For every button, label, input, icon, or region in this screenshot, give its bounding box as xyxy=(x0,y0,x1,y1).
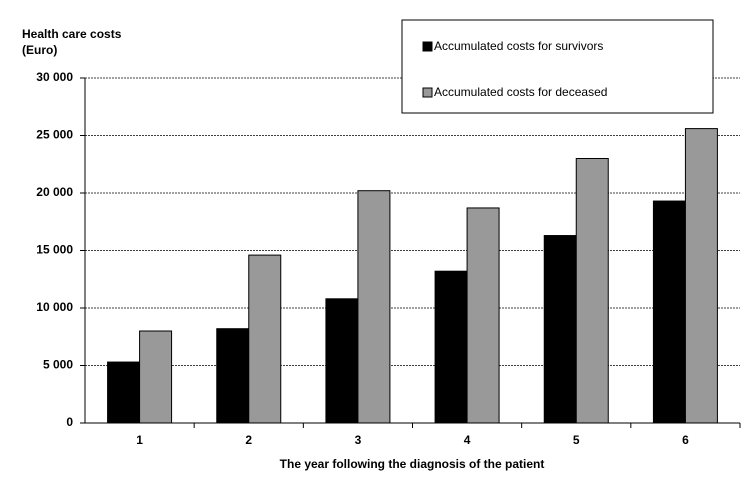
x-tick-label: 5 xyxy=(573,433,580,447)
bar xyxy=(684,128,718,424)
bar xyxy=(575,158,609,424)
y-tick-label: 0 xyxy=(66,415,73,429)
bar xyxy=(325,298,359,424)
legend-swatch xyxy=(422,87,433,98)
y-tick-label: 25 000 xyxy=(36,128,73,142)
legend-swatch xyxy=(422,41,433,52)
x-axis-title: The year following the diagnosis of the … xyxy=(280,457,545,471)
y-tick-label: 15 000 xyxy=(36,243,73,257)
x-tick-label: 3 xyxy=(355,433,362,447)
legend-box xyxy=(401,19,714,114)
x-tick-label: 2 xyxy=(245,433,252,447)
bar xyxy=(652,200,686,424)
bar xyxy=(434,270,468,424)
bar xyxy=(543,235,577,424)
bar xyxy=(107,361,141,424)
x-tick-label: 4 xyxy=(464,433,471,447)
y-axis-title: Health care costs (Euro) xyxy=(22,27,122,57)
legend-label: Accumulated costs for deceased xyxy=(434,85,607,99)
bar xyxy=(216,328,250,424)
bar xyxy=(139,330,173,424)
y-tick-label: 5 000 xyxy=(43,358,73,372)
bar xyxy=(466,207,500,424)
x-tick-label: 6 xyxy=(682,433,689,447)
bar xyxy=(357,190,391,424)
y-tick-label: 10 000 xyxy=(36,300,73,314)
x-tick-label: 1 xyxy=(136,433,143,447)
y-tick-label: 20 000 xyxy=(36,185,73,199)
y-tick-label: 30 000 xyxy=(36,70,73,84)
bar xyxy=(248,254,282,424)
legend-label: Accumulated costs for survivors xyxy=(434,39,603,53)
